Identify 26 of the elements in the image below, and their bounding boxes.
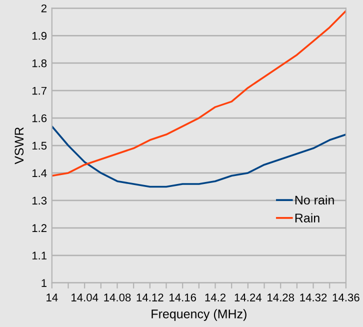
x-tick-label: 14.2 [205, 294, 226, 302]
x-tick-label: 14 [46, 294, 58, 302]
x-tick-label: 14.28 [268, 294, 294, 302]
y-tick-label: 1.1 [32, 252, 47, 260]
x-tick-label: 14.16 [170, 294, 196, 302]
y-tick-label: 1.3 [32, 196, 47, 205]
legend-label: Rain [295, 213, 320, 222]
y-tick-label: 2 [41, 4, 46, 12]
y-tick-label: 1 [42, 279, 47, 287]
x-axis-title: Frequency (MHz) [152, 309, 246, 321]
y-tick-label: 1.8 [32, 59, 47, 68]
y-tick-label: 1.5 [32, 142, 47, 150]
x-tick-label: 14.36 [332, 294, 360, 302]
x-tick-label: 14.32 [300, 294, 327, 302]
x-tick-label: 14.04 [72, 294, 98, 302]
y-tick-label: 1.9 [32, 32, 47, 40]
y-axis-title: VSWR [14, 127, 24, 164]
x-tick-label: 14.08 [104, 294, 131, 302]
x-tick-label: 14.12 [136, 294, 164, 302]
y-tick-label: 1.7 [32, 86, 46, 95]
legend-label: No rain [295, 195, 334, 205]
y-tick-label: 1.4 [32, 169, 47, 178]
y-tick-label: 1.2 [32, 224, 46, 232]
y-tick-label: 1.6 [32, 114, 47, 122]
x-tick-label: 14.24 [234, 294, 262, 302]
line-series [52, 125, 346, 188]
